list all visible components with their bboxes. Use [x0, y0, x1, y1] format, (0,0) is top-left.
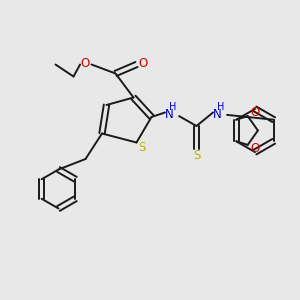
Text: N: N: [164, 107, 173, 121]
Text: O: O: [139, 56, 148, 70]
Text: O: O: [80, 56, 89, 70]
Text: N: N: [212, 107, 221, 121]
Text: O: O: [250, 106, 260, 119]
Text: H: H: [169, 102, 176, 112]
Text: H: H: [217, 102, 224, 112]
Text: S: S: [194, 148, 201, 162]
Text: O: O: [250, 142, 260, 155]
Text: S: S: [138, 141, 146, 154]
